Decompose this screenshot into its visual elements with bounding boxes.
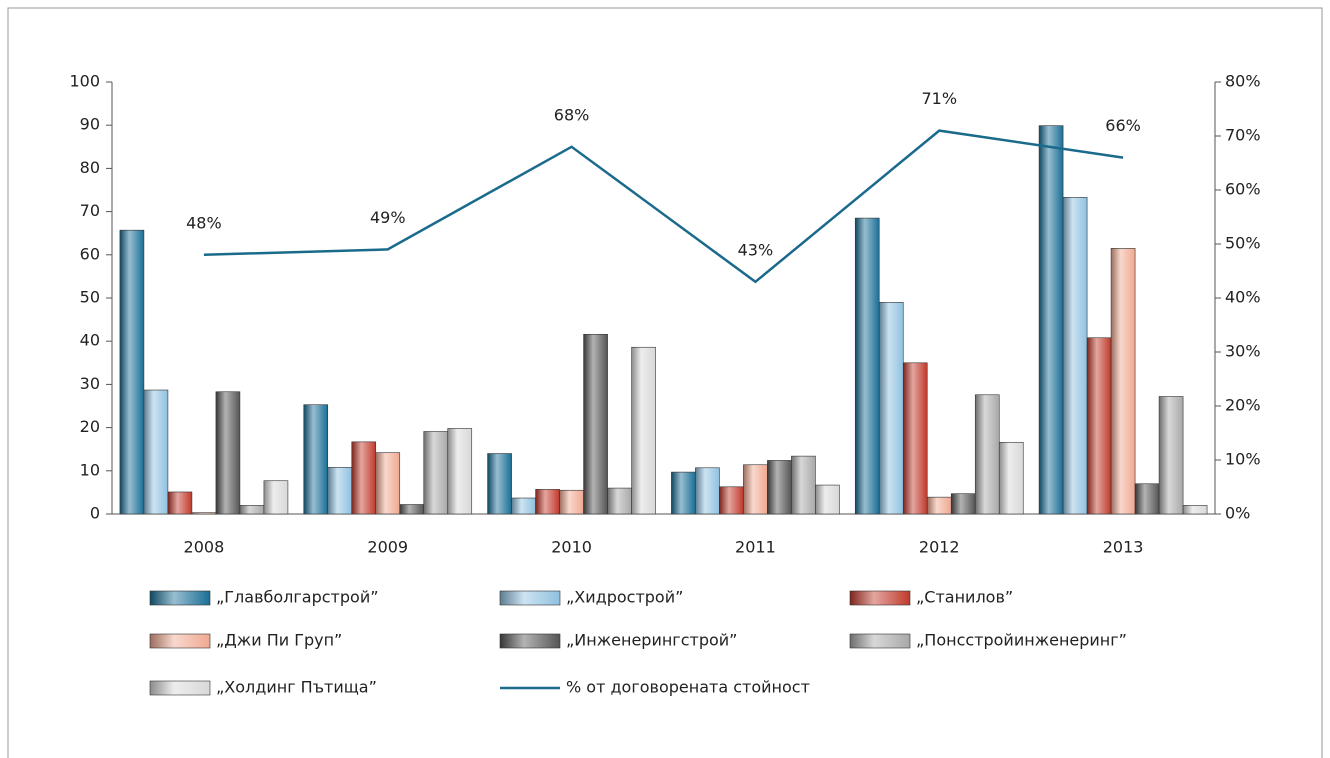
bar [303, 404, 329, 515]
x-tick-label: 2012 [919, 538, 960, 557]
bar [239, 505, 265, 515]
x-tick-label: 2011 [735, 538, 776, 557]
bar [815, 484, 840, 515]
data-label: 49% [370, 208, 406, 227]
bar [447, 428, 473, 515]
bar [974, 394, 1000, 515]
bar [902, 362, 928, 515]
bar [1182, 505, 1208, 515]
y2-tick-label: 20% [1225, 396, 1261, 415]
legend-label: „Хидрострой” [566, 588, 683, 607]
legend-label: „Главболгарстрой” [216, 588, 379, 607]
legend-label: „Холдинг Пътища” [216, 678, 377, 697]
bar [511, 497, 536, 515]
bar [399, 504, 425, 515]
y-tick-label: 100 [69, 72, 100, 91]
bar [1158, 396, 1184, 515]
bar [1110, 248, 1136, 515]
bar [263, 480, 289, 515]
legend-label: „Джи Пи Груп” [216, 631, 342, 650]
legend-swatch [499, 590, 561, 606]
y-tick-label: 40 [80, 331, 100, 350]
y2-tick-label: 30% [1225, 342, 1261, 361]
legend-swatch [499, 633, 561, 649]
legend-swatch [149, 590, 211, 606]
data-label: 71% [921, 89, 957, 108]
legend-swatch [849, 590, 911, 606]
legend-label: „Инженерингстрой” [566, 631, 737, 650]
bar [487, 453, 512, 515]
legend-swatch [149, 633, 211, 649]
bar [926, 496, 952, 515]
bar [791, 455, 816, 515]
y2-tick-label: 0% [1225, 504, 1250, 523]
y2-tick-label: 60% [1225, 180, 1261, 199]
bar [559, 489, 584, 515]
bar [215, 391, 241, 515]
data-label: 66% [1105, 116, 1141, 135]
bar [375, 452, 401, 515]
bar [583, 333, 608, 515]
y2-tick-label: 70% [1225, 126, 1261, 145]
bar [767, 460, 792, 515]
bar [351, 441, 377, 515]
bar [1086, 337, 1112, 515]
y2-tick-label: 80% [1225, 72, 1261, 91]
bar [671, 471, 696, 515]
bar [191, 512, 217, 515]
x-tick-label: 2013 [1103, 538, 1144, 557]
legend-swatch [149, 680, 211, 696]
y-tick-label: 0 [90, 504, 100, 523]
bar [327, 467, 353, 515]
legend-swatch [849, 633, 911, 649]
bar [143, 389, 169, 515]
y2-tick-label: 10% [1225, 450, 1261, 469]
bar [607, 487, 632, 515]
legend-label: % от договорената стойност [566, 678, 810, 697]
bar [631, 346, 656, 515]
y2-tick-label: 40% [1225, 288, 1261, 307]
bar [167, 491, 193, 515]
legend-label: „Станилов” [916, 588, 1013, 607]
bar [1134, 483, 1160, 515]
legend-label: „Понсстройинженеринг” [916, 631, 1127, 650]
y-tick-label: 20 [80, 417, 100, 436]
bar [423, 431, 449, 515]
y-tick-label: 10 [80, 460, 100, 479]
x-tick-label: 2010 [551, 538, 592, 557]
bar [719, 486, 744, 515]
bar [1062, 197, 1088, 515]
y-tick-label: 90 [80, 115, 100, 134]
bar [535, 489, 560, 515]
x-tick-label: 2009 [367, 538, 408, 557]
line [203, 129, 1124, 284]
x-tick-label: 2008 [184, 538, 225, 557]
bar [854, 217, 880, 515]
bar [878, 302, 904, 515]
bar [743, 464, 768, 515]
bar [1038, 125, 1064, 515]
bar [695, 467, 720, 515]
data-label: 43% [738, 240, 774, 259]
y-tick-label: 60 [80, 244, 100, 263]
bar [950, 493, 976, 515]
y-tick-label: 50 [80, 288, 100, 307]
frame [7, 7, 1323, 758]
y-tick-label: 80 [80, 158, 100, 177]
data-label: 68% [554, 105, 590, 124]
y2-tick-label: 50% [1225, 234, 1261, 253]
y-tick-label: 30 [80, 374, 100, 393]
y-tick-label: 70 [80, 201, 100, 220]
bar [998, 441, 1024, 515]
data-label: 48% [186, 213, 222, 232]
bar [119, 229, 145, 515]
